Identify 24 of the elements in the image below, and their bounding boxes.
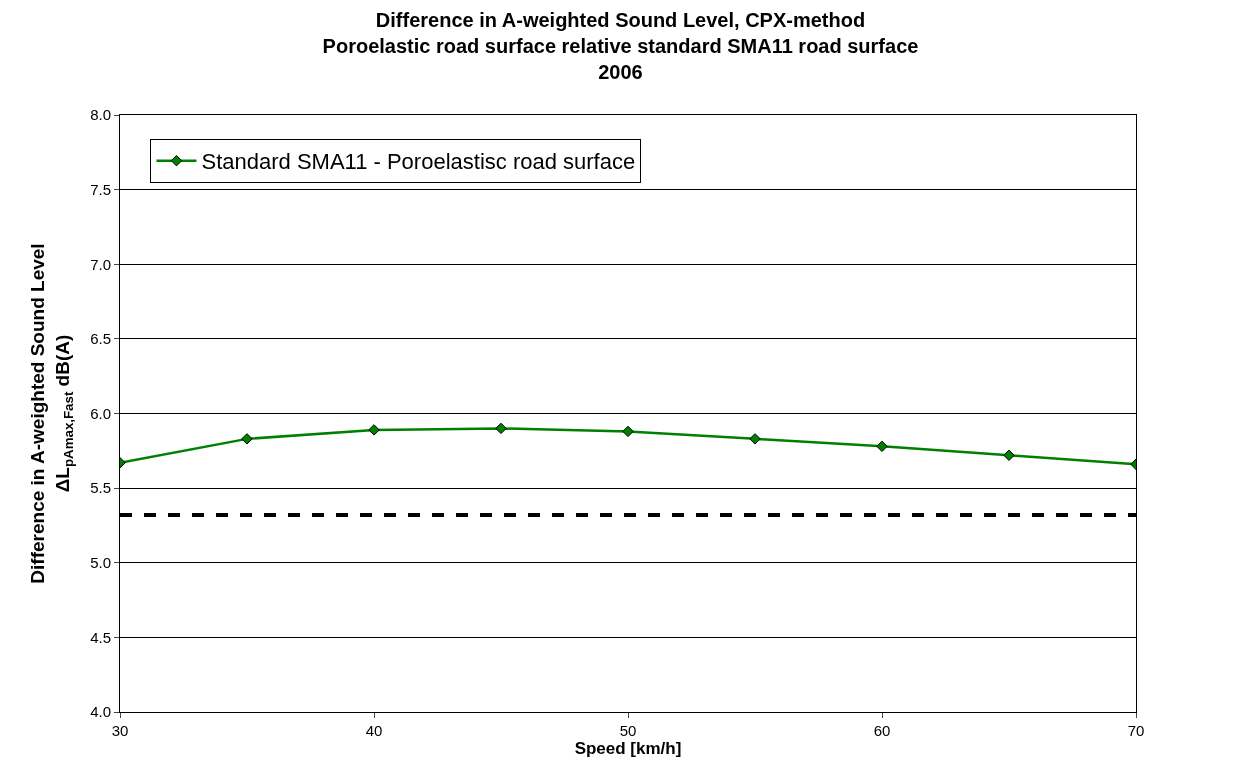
y-tick-label: 8.0	[90, 106, 111, 124]
point	[368, 424, 380, 436]
point	[876, 440, 888, 453]
chart-title: Difference in A-weighted Sound Level, CPX-method Poroelastic road surface relative standard SMA11 road surface 2006	[322, 8, 919, 83]
y-tick-label: 6.5	[90, 330, 111, 348]
x-axis-title: Speed [km/h]	[574, 739, 682, 758]
y-tick-label: 7.5	[90, 180, 111, 198]
point	[1003, 449, 1015, 461]
x-tick-label: 40	[365, 722, 383, 739]
point	[749, 433, 761, 445]
x-tick-label: 70	[1127, 722, 1145, 739]
y-tick-label: 5.5	[90, 479, 111, 497]
legend-label: Standard SMA11 - Poroelastisc road surface	[201, 149, 636, 175]
y-tick-label: 6.0	[90, 404, 111, 422]
point	[495, 422, 507, 435]
y-tick-label: 4.0	[90, 703, 111, 721]
y-tick-label: 5.0	[90, 554, 111, 571]
point	[622, 425, 634, 438]
y-tick-label: 7.0	[90, 255, 111, 273]
point	[241, 433, 253, 445]
x-tick-label: 30	[111, 722, 129, 739]
y-tick-label: 4.5	[90, 628, 111, 646]
x-tick-label: 60	[873, 722, 891, 739]
x-tick-label: 50	[619, 722, 637, 739]
